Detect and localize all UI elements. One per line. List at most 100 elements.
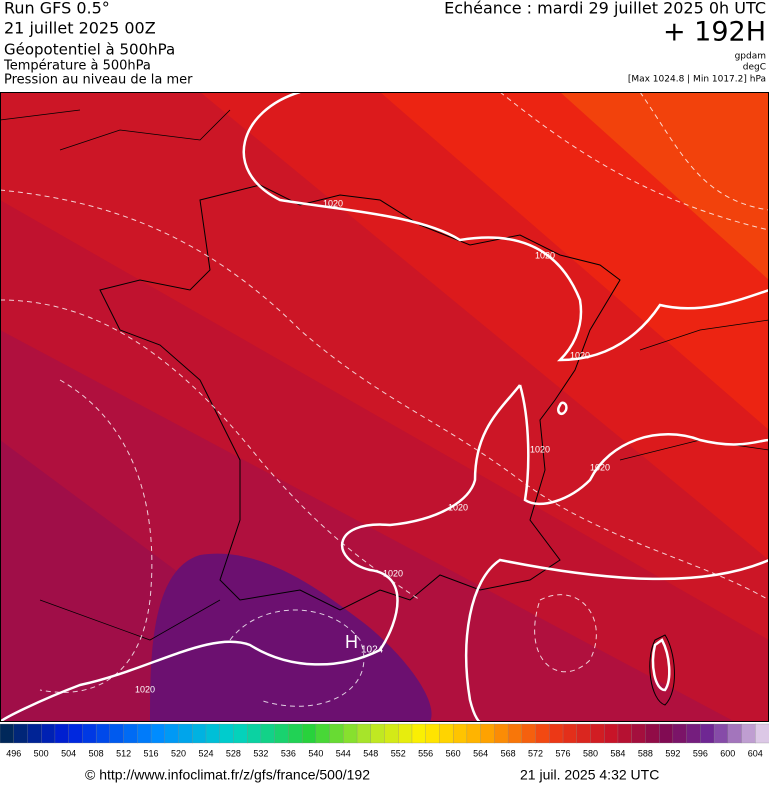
colorbar-label: 560 <box>446 748 461 758</box>
colorbar-swatch <box>95 723 111 744</box>
colorbar-label: 576 <box>556 748 571 758</box>
colorbar-swatch <box>137 723 152 744</box>
colorbar-swatch <box>82 723 97 744</box>
colorbar-label: 568 <box>501 748 516 758</box>
colorbar-label: 540 <box>308 748 323 758</box>
colorbar-swatch <box>0 723 15 744</box>
colorbar-swatch <box>755 723 769 744</box>
field-name: Pression au niveau de la mer <box>4 73 193 88</box>
colorbar-swatch <box>370 723 385 744</box>
colorbar-swatch <box>507 723 523 744</box>
colorbar-swatch <box>617 723 633 744</box>
colorbar-label: 592 <box>665 748 680 758</box>
colorbar-swatch <box>233 723 248 744</box>
isobar-label: 1020 <box>570 350 590 360</box>
colorbar-swatch <box>109 723 125 744</box>
colorbar-swatch <box>384 723 399 744</box>
colorbar-swatch <box>425 723 440 744</box>
isobars <box>0 92 769 722</box>
colorbar-label: 524 <box>198 748 213 758</box>
colorbar-swatch <box>356 723 372 744</box>
colorbar-swatch <box>68 723 83 744</box>
colorbar-label: 536 <box>281 748 296 758</box>
colorbar-swatch <box>123 723 138 744</box>
colorbar-swatch <box>631 723 646 744</box>
colorbar-swatch <box>576 723 591 744</box>
field-band <box>560 92 769 280</box>
colorbar-swatch <box>672 723 688 744</box>
colorbar-swatch <box>164 723 179 744</box>
pressure-range: [Max 1024.8 | Min 1017.2] hPa <box>628 75 766 85</box>
colorbar-swatch <box>549 723 564 744</box>
map <box>0 92 769 722</box>
colorbar-label: 532 <box>253 748 268 758</box>
colorbar-swatch <box>645 723 660 744</box>
timestamp: 21 juil. 2025 4:32 UTC <box>520 767 659 783</box>
field-band <box>150 553 432 722</box>
colorbar-swatch <box>494 723 509 744</box>
colorbar-swatch <box>192 723 207 744</box>
unit: gpdam <box>735 52 766 62</box>
colorbar-label: 544 <box>336 748 351 758</box>
isobar-label: 1020 <box>135 684 155 694</box>
source-url: © http://www.infoclimat.fr/z/gfs/france/… <box>85 767 370 783</box>
forecast-time: Echéance : mardi 29 juillet 2025 0h UTC <box>444 0 766 18</box>
island <box>649 634 675 706</box>
colorbar-swatch <box>343 723 358 744</box>
colorbar-label: 588 <box>638 748 653 758</box>
run-date: 21 juillet 2025 00Z <box>4 19 156 38</box>
colorbar-swatch <box>54 723 70 744</box>
field-name: Température à 500hPa <box>3 59 151 74</box>
colorbar-label: 556 <box>418 748 433 758</box>
colorbar-swatch <box>260 723 276 744</box>
high-symbol: H <box>345 632 358 652</box>
colorbar-label: 596 <box>693 748 708 758</box>
colorbar-swatch <box>247 723 262 744</box>
coastline <box>0 109 769 641</box>
colorbar-swatch <box>411 723 427 744</box>
isobar-label: 1020 <box>323 198 343 208</box>
field-name: Géopotentiel à 500hPa <box>4 41 175 59</box>
isobar-label: 1020 <box>448 502 468 512</box>
isotherms <box>0 92 769 707</box>
colorbar-label: 512 <box>116 748 131 758</box>
colorbar-label: 572 <box>528 748 543 758</box>
colorbar-label: 564 <box>473 748 488 758</box>
colorbar-swatch <box>219 723 234 744</box>
colorbar-label: 604 <box>748 748 763 758</box>
colorbar-swatch <box>686 723 701 744</box>
colorbar-label: 520 <box>171 748 186 758</box>
colorbar-swatch <box>521 723 537 744</box>
high-value: 1024 <box>361 645 384 656</box>
colorbar-swatch <box>178 723 193 744</box>
colorbar-swatch <box>13 723 28 744</box>
colorbar-swatch <box>604 723 619 744</box>
colorbar-label: 580 <box>583 748 598 758</box>
colorbar-swatch <box>398 723 413 744</box>
colorbar-label: 504 <box>61 748 76 758</box>
colorbar-swatch <box>713 723 729 744</box>
colorbar-label: 584 <box>610 748 625 758</box>
run-title: Run GFS 0.5° <box>4 0 110 18</box>
isobar-label: 1020 <box>535 250 555 260</box>
colorbar-swatch <box>150 723 166 744</box>
colorbar-label: 600 <box>720 748 735 758</box>
colorbar-swatch <box>301 723 317 744</box>
colorbar-swatch <box>205 723 221 744</box>
colorbar-swatch <box>41 723 56 744</box>
isobar-label: 1020 <box>530 444 550 454</box>
country-border <box>99 184 621 611</box>
isobar-label: 1020 <box>590 462 610 472</box>
unit: degC <box>743 63 766 73</box>
colorbar-swatch <box>562 723 578 744</box>
lead-time: + 192H <box>663 17 766 48</box>
colorbar-label: 508 <box>89 748 104 758</box>
colorbar-swatch <box>466 723 482 744</box>
colorbar-swatch <box>329 723 344 744</box>
colorbar-label: 528 <box>226 748 241 758</box>
colorbar-swatch <box>658 723 674 744</box>
colorbar-swatch <box>590 723 605 744</box>
colorbar-label: 496 <box>6 748 21 758</box>
